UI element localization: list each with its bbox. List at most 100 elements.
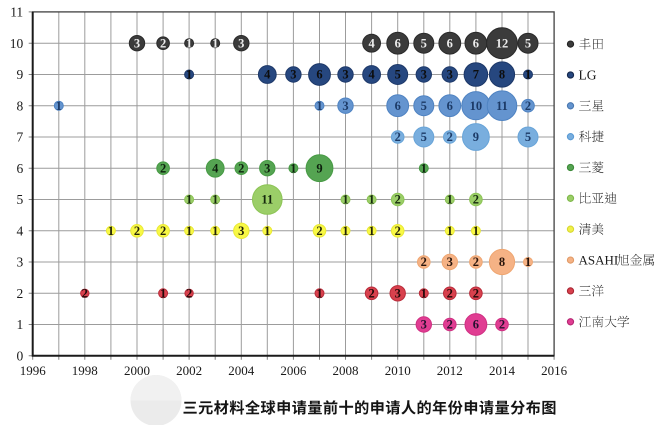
svg-text:1998: 1998 (72, 363, 98, 378)
svg-text:5: 5 (421, 130, 427, 144)
svg-text:8: 8 (499, 68, 505, 82)
svg-text:6: 6 (395, 99, 401, 113)
svg-text:2: 2 (134, 224, 140, 238)
svg-text:2: 2 (447, 130, 453, 144)
svg-text:2: 2 (160, 224, 166, 238)
svg-text:2000: 2000 (124, 363, 150, 378)
svg-text:1: 1 (186, 68, 192, 82)
svg-text:1: 1 (473, 224, 479, 238)
svg-text:2010: 2010 (385, 363, 411, 378)
svg-text:3: 3 (447, 255, 453, 269)
svg-text:6: 6 (447, 99, 453, 113)
svg-text:2002: 2002 (176, 363, 202, 378)
svg-text:2: 2 (395, 224, 401, 238)
svg-text:2: 2 (238, 161, 244, 175)
svg-text:1996: 1996 (20, 363, 47, 378)
svg-text:2: 2 (499, 318, 505, 332)
svg-text:3: 3 (16, 255, 23, 270)
svg-text:1: 1 (342, 193, 348, 207)
svg-text:2: 2 (525, 99, 531, 113)
svg-text:6: 6 (16, 161, 23, 176)
svg-text:3: 3 (238, 36, 244, 50)
svg-text:5: 5 (16, 192, 23, 207)
svg-text:1: 1 (421, 161, 427, 175)
svg-text:2004: 2004 (228, 363, 255, 378)
svg-text:5: 5 (525, 130, 531, 144)
svg-text:9: 9 (473, 130, 479, 144)
svg-text:7: 7 (473, 68, 479, 82)
svg-text:9: 9 (316, 161, 322, 175)
svg-text:1: 1 (447, 193, 453, 207)
svg-text:4: 4 (16, 224, 23, 239)
svg-text:6: 6 (473, 36, 479, 50)
svg-text:3: 3 (342, 68, 348, 82)
svg-text:11: 11 (496, 99, 508, 113)
svg-text:4: 4 (368, 36, 375, 50)
svg-text:6: 6 (473, 318, 479, 332)
svg-text:1: 1 (56, 99, 62, 113)
svg-text:2: 2 (473, 287, 479, 301)
svg-text:2: 2 (16, 286, 23, 301)
svg-text:3: 3 (421, 68, 427, 82)
svg-text:11: 11 (261, 193, 273, 207)
svg-text:1: 1 (525, 255, 531, 269)
svg-text:LG: LG (579, 68, 597, 83)
svg-text:2: 2 (473, 193, 479, 207)
svg-text:9: 9 (16, 67, 23, 82)
svg-text:1: 1 (525, 68, 531, 82)
svg-text:11: 11 (10, 5, 23, 20)
svg-text:5: 5 (525, 36, 531, 50)
svg-text:3: 3 (342, 99, 348, 113)
svg-text:2014: 2014 (489, 363, 516, 378)
svg-text:6: 6 (316, 68, 322, 82)
svg-text:1: 1 (368, 224, 374, 238)
svg-text:1: 1 (212, 193, 218, 207)
svg-text:7: 7 (16, 130, 23, 145)
svg-text:1: 1 (316, 287, 322, 301)
svg-text:2016: 2016 (541, 363, 568, 378)
svg-text:6: 6 (395, 36, 401, 50)
svg-text:2: 2 (395, 130, 401, 144)
svg-text:1: 1 (342, 224, 348, 238)
svg-text:1: 1 (16, 317, 23, 332)
svg-text:6: 6 (447, 36, 453, 50)
svg-text:3: 3 (264, 161, 270, 175)
svg-text:2: 2 (395, 193, 401, 207)
svg-text:2: 2 (316, 224, 322, 238)
svg-text:5: 5 (421, 36, 427, 50)
svg-text:1: 1 (290, 161, 296, 175)
svg-text:10: 10 (470, 99, 483, 113)
svg-text:2008: 2008 (333, 363, 359, 378)
svg-text:2: 2 (368, 287, 374, 301)
svg-text:4: 4 (212, 161, 219, 175)
svg-text:1: 1 (212, 36, 218, 50)
svg-text:2: 2 (186, 287, 192, 301)
svg-text:1: 1 (447, 224, 453, 238)
svg-text:1: 1 (212, 224, 218, 238)
svg-text:3: 3 (395, 287, 401, 301)
svg-text:8: 8 (499, 255, 505, 269)
svg-text:4: 4 (368, 68, 375, 82)
svg-text:3: 3 (447, 68, 453, 82)
svg-text:10: 10 (10, 36, 24, 51)
svg-text:2: 2 (421, 255, 427, 269)
svg-text:5: 5 (395, 68, 401, 82)
svg-text:1: 1 (421, 287, 427, 301)
svg-text:2: 2 (82, 287, 88, 301)
svg-text:1: 1 (160, 287, 166, 301)
svg-text:2006: 2006 (280, 363, 307, 378)
svg-text:1: 1 (316, 99, 322, 113)
svg-text:1: 1 (186, 36, 192, 50)
svg-text:4: 4 (264, 68, 271, 82)
svg-text:1: 1 (186, 224, 192, 238)
svg-text:1: 1 (264, 224, 270, 238)
svg-text:2: 2 (447, 318, 453, 332)
svg-text:2: 2 (447, 287, 453, 301)
svg-text:3: 3 (421, 318, 427, 332)
svg-text:3: 3 (134, 36, 140, 50)
svg-text:2012: 2012 (437, 363, 463, 378)
svg-text:1: 1 (186, 193, 192, 207)
svg-text:2: 2 (160, 161, 166, 175)
svg-text:1: 1 (108, 224, 114, 238)
svg-text:12: 12 (496, 36, 509, 50)
